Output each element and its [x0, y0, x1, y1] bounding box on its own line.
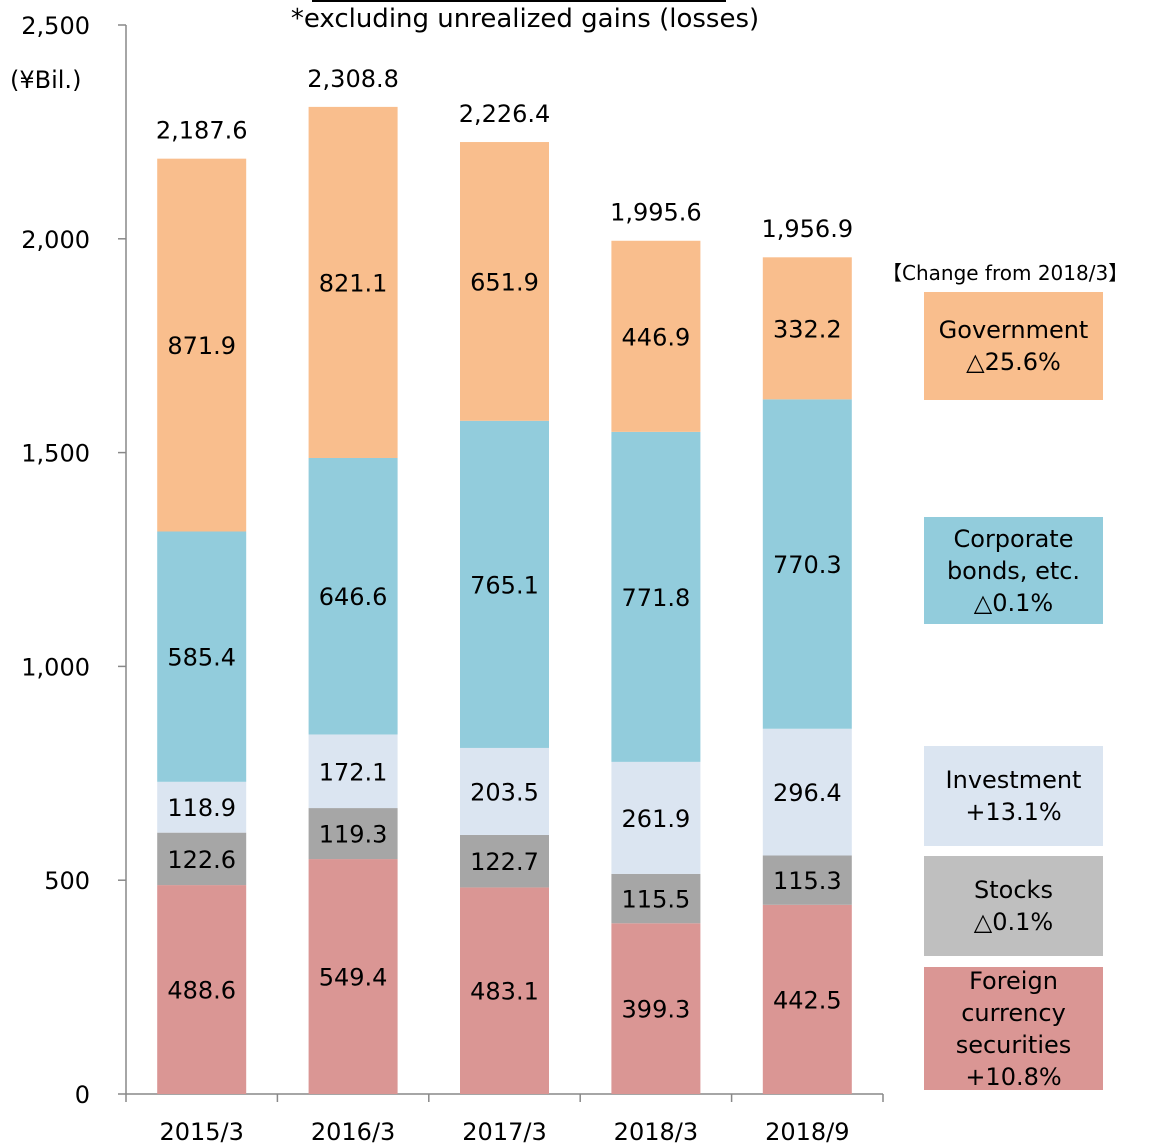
data-label: 821.1: [319, 269, 388, 297]
y-tick-label: 1,500: [21, 440, 90, 468]
bar-segment: [460, 834, 549, 888]
data-label: 646.6: [319, 583, 388, 611]
bar-segment: [460, 747, 549, 835]
total-label: 2,187.6: [156, 117, 248, 145]
data-label: 770.3: [773, 551, 842, 579]
x-tick-label: 2015/3: [159, 1118, 243, 1146]
x-tick-label: 2016/3: [311, 1118, 395, 1146]
legend-foreign-name-line2: currency: [961, 998, 1066, 1027]
bar-segment: [611, 240, 701, 432]
total-label: 1,956.9: [761, 215, 853, 243]
data-label: 483.1: [470, 978, 539, 1006]
data-label: 765.1: [470, 571, 539, 599]
legend-stocks-name: Stocks: [974, 876, 1053, 904]
total-label: 2,308.8: [307, 65, 399, 93]
bar-segment: [762, 728, 852, 856]
data-label: 115.3: [773, 867, 842, 895]
legend-stocks-change: △0.1%: [973, 908, 1054, 936]
data-label: 261.9: [622, 805, 691, 833]
x-tick-label: 2018/9: [765, 1118, 849, 1146]
data-label: 651.9: [470, 268, 539, 296]
bar-segment: [762, 399, 852, 729]
bar-segment: [460, 420, 549, 748]
bar-segment: [308, 734, 398, 809]
data-label: 119.3: [319, 821, 388, 849]
x-tick-label: 2018/3: [614, 1118, 698, 1146]
subtitle-rule: [312, 0, 726, 2]
legend-stocks: Stocks △0.1%: [924, 856, 1103, 956]
legend-investment: Investment +13.1%: [924, 746, 1103, 846]
data-label: 122.7: [470, 848, 539, 876]
bar-segment: [460, 142, 549, 421]
bar-segment: [308, 859, 398, 1094]
legend-government-change: △25.6%: [966, 348, 1061, 376]
data-label: 118.9: [167, 794, 236, 822]
x-tick-label: 2017/3: [462, 1118, 546, 1146]
data-label: 442.5: [773, 986, 842, 1014]
bar-segment: [611, 431, 701, 762]
change-header: 【Change from 2018/3】: [882, 261, 1129, 285]
legend-foreign-currency: Foreign currency securities +10.8%: [924, 966, 1103, 1091]
legend-corporate-name-line2: bonds, etc.: [946, 556, 1081, 585]
data-label: 585.4: [167, 644, 236, 672]
legend-foreign-name-line3: securities: [955, 1030, 1072, 1059]
y-tick-label: 1,000: [21, 653, 90, 681]
y-tick-label: 500: [44, 867, 90, 895]
bar-segment: [460, 887, 549, 1094]
bar-segment: [611, 873, 701, 924]
y-tick-label: 2,000: [21, 226, 90, 254]
data-label: 172.1: [319, 758, 388, 786]
bar-segment: [308, 106, 398, 458]
y-axis-unit: (¥Bil.): [10, 66, 82, 94]
bar-segment: [611, 923, 701, 1094]
bar-segment: [157, 781, 247, 833]
total-label: 2,226.4: [459, 100, 551, 128]
data-label: 296.4: [773, 779, 842, 807]
bar-segment: [157, 158, 247, 532]
legend-foreign-change: +10.8%: [965, 1062, 1062, 1091]
legend-foreign-name-line1: Foreign: [969, 966, 1058, 995]
data-label: 771.8: [622, 584, 691, 612]
data-label: 203.5: [470, 778, 539, 806]
data-label: 122.6: [167, 846, 236, 874]
legend-government: Government △25.6%: [924, 292, 1103, 400]
bar-segment: [762, 257, 852, 400]
bar-segment: [762, 904, 852, 1094]
data-label: 871.9: [167, 332, 236, 360]
legend-corporate-bonds: Corporate bonds, etc. △0.1%: [924, 517, 1103, 624]
total-label: 1,995.6: [610, 199, 702, 227]
y-tick-label: 2,500: [21, 12, 90, 40]
chart-subtitle: *excluding unrealized gains (losses): [290, 4, 760, 34]
legend-corporate-name-line1: Corporate: [953, 524, 1074, 553]
bar-segment: [611, 761, 701, 874]
data-label: 399.3: [622, 996, 691, 1024]
legend-corporate-change: △0.1%: [973, 588, 1054, 617]
data-label: 332.2: [773, 315, 842, 343]
bar-segment: [157, 531, 247, 782]
y-tick-label: 0: [75, 1081, 90, 1109]
legend-investment-change: +13.1%: [965, 798, 1062, 826]
bar-segment: [308, 457, 398, 735]
bar-segment: [762, 855, 852, 905]
bar-segment: [157, 885, 247, 1094]
bar-segment: [308, 808, 398, 860]
bar-segment: [157, 832, 247, 886]
legend-government-name: Government: [938, 316, 1089, 344]
data-label: 446.9: [622, 323, 691, 351]
data-label: 549.4: [319, 964, 388, 992]
data-label: 115.5: [622, 886, 691, 914]
data-label: 488.6: [167, 977, 236, 1005]
legend-investment-name: Investment: [945, 766, 1082, 794]
